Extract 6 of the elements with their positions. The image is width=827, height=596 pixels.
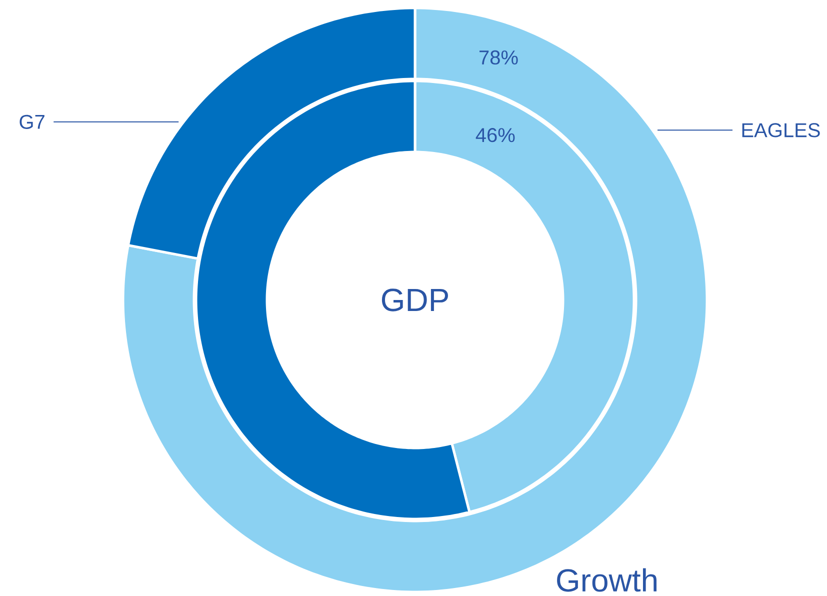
data-label: 46% (476, 128, 515, 142)
slice-label: Growth (557, 568, 656, 592)
slice-label: G7 (20, 114, 44, 129)
data-label: 78% (480, 50, 518, 65)
slice-label: GDP (382, 288, 448, 312)
slice-label: EAGLES (742, 123, 820, 138)
